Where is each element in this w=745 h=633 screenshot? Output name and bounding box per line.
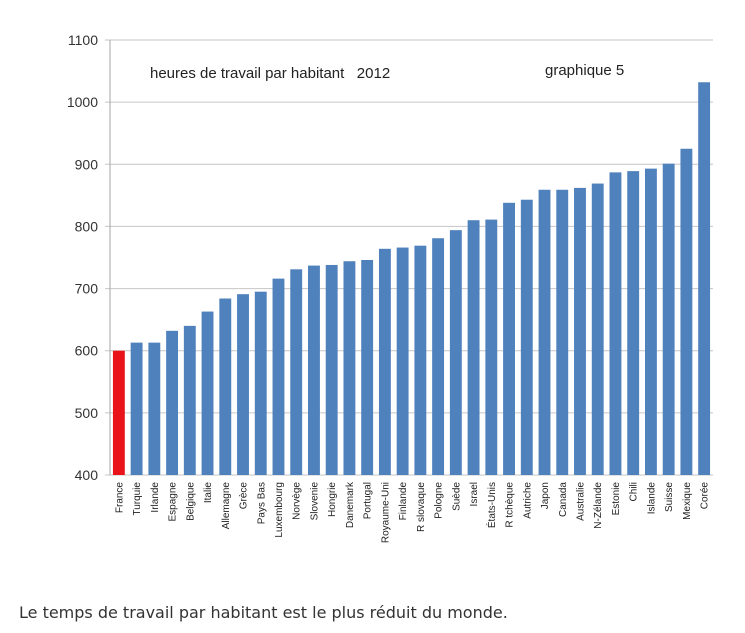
x-tick-label: Allemagne — [221, 482, 232, 530]
x-tick-label: États-Unis — [485, 482, 498, 528]
bar-australie — [574, 187, 586, 475]
bar-danemark — [343, 261, 356, 475]
bar-chart: 400 500 600 700 800 900 1000 1100 France Turquie… — [67, 32, 713, 543]
bar-portugal — [361, 259, 374, 475]
bar-suisse — [662, 163, 675, 475]
x-tick-label: Pays Bas — [256, 482, 267, 524]
bar-france — [112, 350, 125, 475]
bar-slovenie — [308, 265, 320, 475]
bar-pologne — [432, 238, 445, 475]
y-tick-label: 400 — [75, 467, 99, 483]
x-tick-label: Espagne — [168, 482, 179, 522]
bar-luxembourg — [272, 278, 285, 475]
x-tick-label: Grèce — [239, 482, 250, 510]
bar-norv-ge — [290, 269, 303, 475]
chart-title: heures de travail par habitant 2012 — [150, 65, 390, 82]
bar-italie — [201, 311, 214, 475]
bars — [112, 82, 711, 476]
bar-r-slovaque — [414, 245, 427, 475]
x-tick-label: Canada — [558, 482, 569, 517]
x-tick-label: Danemark — [345, 481, 356, 528]
bar-r-tch-que — [503, 202, 515, 476]
chart-subtitle: graphique 5 — [545, 62, 624, 79]
x-tick-label: Portugal — [363, 482, 374, 519]
bar-allemagne — [219, 298, 232, 475]
x-tick-label: Estonie — [611, 482, 622, 516]
bar-finlande — [396, 247, 409, 475]
bar-gr-ce — [237, 294, 249, 475]
y-tick-label: 900 — [75, 156, 99, 172]
x-tick-label: N-Zélande — [593, 482, 604, 529]
x-tick-label: Belgique — [185, 482, 196, 521]
bar-n-z-lande — [591, 183, 604, 476]
y-tick-label: 500 — [75, 405, 99, 421]
bar-su-de — [449, 230, 462, 475]
x-tick-label: Chili — [629, 482, 640, 501]
x-tick-label: Finlande — [398, 482, 409, 521]
x-tick-label: Corée — [700, 482, 711, 510]
bar-belgique — [183, 325, 196, 475]
x-tick-label: Israel — [469, 482, 480, 506]
y-tick-label: 600 — [75, 343, 99, 359]
x-tick-label: R slovaque — [416, 482, 427, 532]
bar-royaume-uni — [378, 248, 391, 475]
y-tick-label: 1100 — [68, 32, 98, 48]
x-tick-label: Italie — [203, 482, 214, 504]
x-tick-label: Islande — [646, 482, 657, 515]
y-axis: 400 500 600 700 800 900 1000 1100 — [67, 32, 111, 483]
x-tick-label: Luxembourg — [274, 482, 285, 538]
y-tick-label: 700 — [75, 281, 99, 297]
y-tick-label: 800 — [75, 218, 99, 234]
bar-irlande — [148, 342, 161, 475]
bar-israel — [467, 220, 480, 475]
bar-pays-bas — [254, 291, 267, 475]
bar--tats-unis — [485, 219, 498, 475]
x-tick-label: Autriche — [522, 482, 533, 519]
x-tick-label: Mexique — [682, 482, 693, 520]
x-tick-label: Australie — [575, 482, 586, 521]
x-tick-label: Slovenie — [309, 482, 320, 521]
x-axis-labels: France Turquie Irlande Espagne Belgique Itali… — [114, 481, 710, 543]
bar-cor-e — [698, 82, 711, 475]
bar-estonie — [609, 172, 622, 475]
x-tick-label: Hongrie — [327, 482, 338, 517]
gridlines — [105, 39, 713, 476]
x-tick-label: Suède — [451, 482, 462, 511]
x-tick-label: France — [114, 482, 125, 514]
x-tick-label: Royaume-Uni — [380, 482, 391, 543]
bar-islande — [644, 168, 657, 475]
y-tick-label: 1000 — [67, 94, 98, 110]
bar-turquie — [130, 342, 143, 475]
x-tick-label: Turquie — [132, 482, 143, 516]
bar-chili — [627, 171, 640, 475]
bar-canada — [556, 189, 569, 475]
x-tick-label: R tchèque — [505, 482, 516, 528]
x-tick-label: Irlande — [150, 482, 161, 513]
x-tick-label: Japon — [540, 482, 551, 509]
bar-hongrie — [325, 264, 338, 475]
bar-mexique — [680, 148, 693, 475]
caption: Le temps de travail par habitant est le … — [19, 603, 508, 622]
bar-autriche — [520, 199, 533, 475]
x-tick-label: Pologne — [434, 482, 445, 519]
x-tick-label: Suisse — [664, 482, 675, 512]
bar-japon — [538, 189, 551, 475]
bar-espagne — [166, 330, 179, 475]
x-tick-label: Norvège — [292, 482, 303, 520]
